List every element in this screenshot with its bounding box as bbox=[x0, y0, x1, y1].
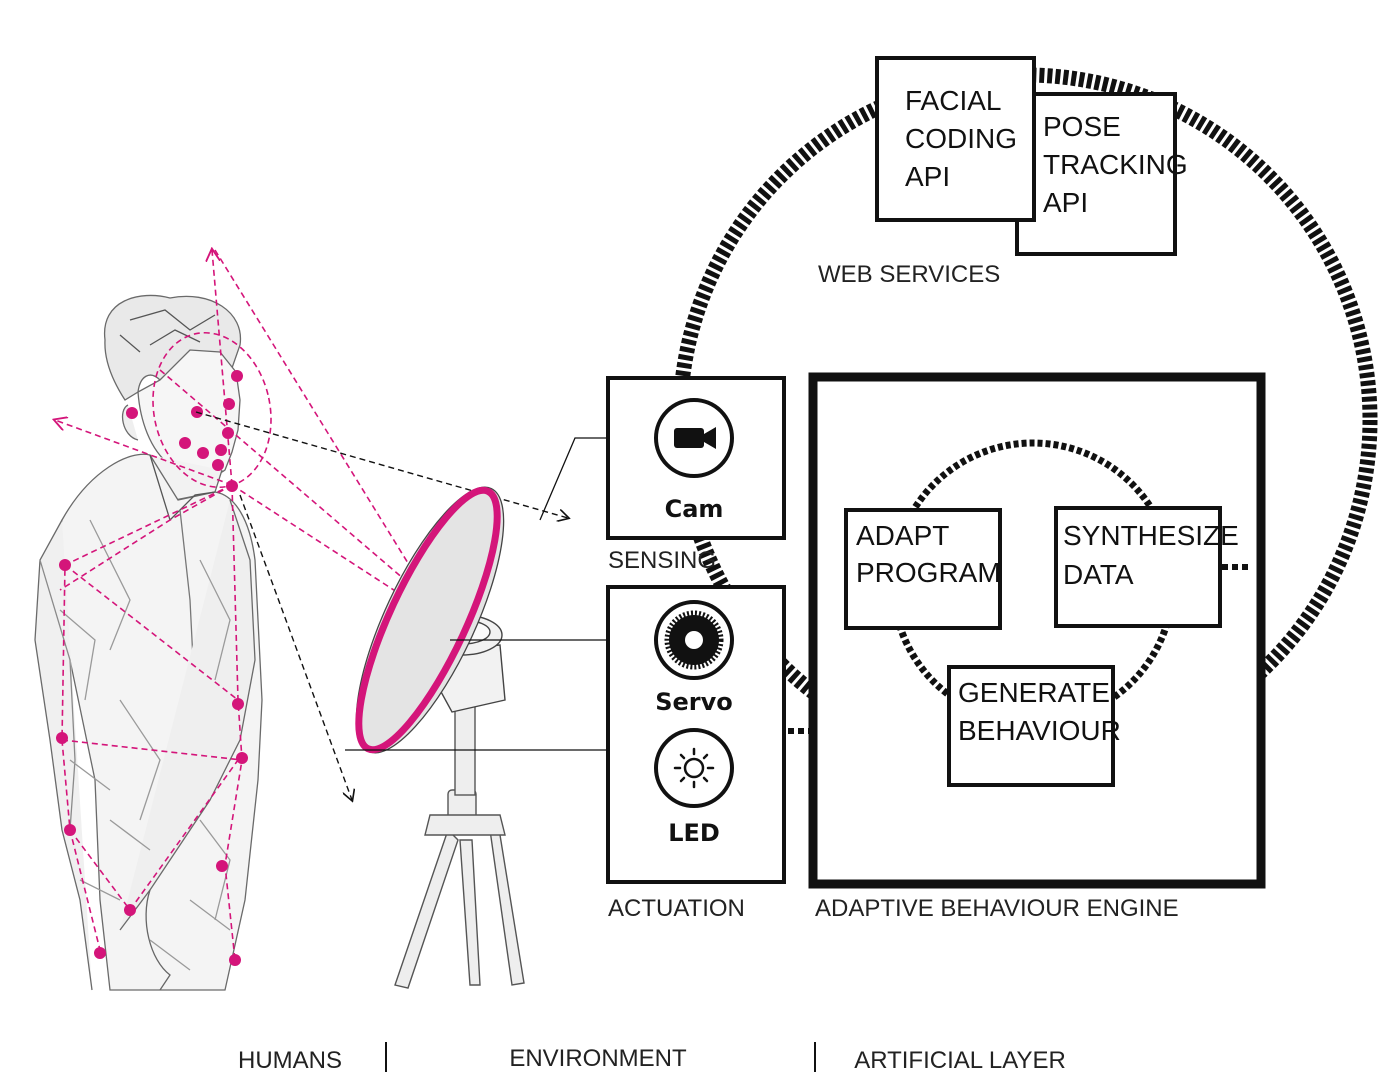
generate-line-2: BEHAVIOUR bbox=[958, 715, 1121, 746]
layer-environment-label: ENVIRONMENT bbox=[509, 1045, 687, 1072]
actuation-label: ACTUATION bbox=[608, 895, 745, 922]
gaze-lines bbox=[195, 411, 568, 800]
adapt-line-1: ADAPT bbox=[856, 520, 949, 551]
synth-line-1: SYNTHESIZE bbox=[1063, 520, 1239, 551]
engine-label: ADAPTIVE BEHAVIOUR ENGINE bbox=[815, 895, 1179, 922]
gear-icon bbox=[654, 600, 734, 680]
sun-icon bbox=[654, 728, 734, 808]
facial-api-line-2: CODING bbox=[905, 123, 1017, 154]
adapt-line-2: PROGRAM bbox=[856, 557, 1001, 588]
pose-tracking-api-box: POSE TRACKING API bbox=[1015, 92, 1188, 256]
servo-label: Servo bbox=[655, 688, 733, 716]
pose-api-line-1: POSE bbox=[1043, 111, 1121, 142]
facial-api-line-3: API bbox=[905, 161, 950, 192]
layer-artificial-label: ARTIFICIAL LAYER bbox=[854, 1047, 1066, 1074]
layer-humans-label: HUMANS bbox=[238, 1047, 342, 1074]
sensing-label: SENSING bbox=[608, 547, 716, 574]
generate-line-1: GENERATE bbox=[958, 677, 1110, 708]
generate-behaviour-box: GENERATE BEHAVIOUR bbox=[947, 665, 1121, 787]
sensing-box: Cam bbox=[606, 376, 786, 540]
pose-keypoints bbox=[56, 370, 248, 966]
led-label: LED bbox=[668, 819, 720, 847]
adapt-program-box: ADAPT PROGRAM bbox=[844, 508, 1002, 630]
robot-dish-device bbox=[355, 486, 525, 989]
video-camera-icon bbox=[654, 398, 734, 478]
synthesize-data-box: SYNTHESIZE DATA bbox=[1054, 506, 1239, 628]
synth-line-2: DATA bbox=[1063, 559, 1134, 590]
pose-api-line-2: TRACKING bbox=[1043, 149, 1188, 180]
web-services-label: WEB SERVICES bbox=[818, 261, 1000, 288]
adaptive-engine-box: ADAPT PROGRAM SYNTHESIZE DATA GENERATE B… bbox=[808, 372, 1266, 889]
cam-label: Cam bbox=[665, 495, 724, 523]
facial-api-line-1: FACIAL bbox=[905, 85, 1001, 116]
pose-api-line-3: API bbox=[1043, 187, 1088, 218]
actuation-box: Servo LED bbox=[606, 585, 786, 884]
facial-coding-api-box: FACIAL CODING API bbox=[875, 56, 1036, 222]
